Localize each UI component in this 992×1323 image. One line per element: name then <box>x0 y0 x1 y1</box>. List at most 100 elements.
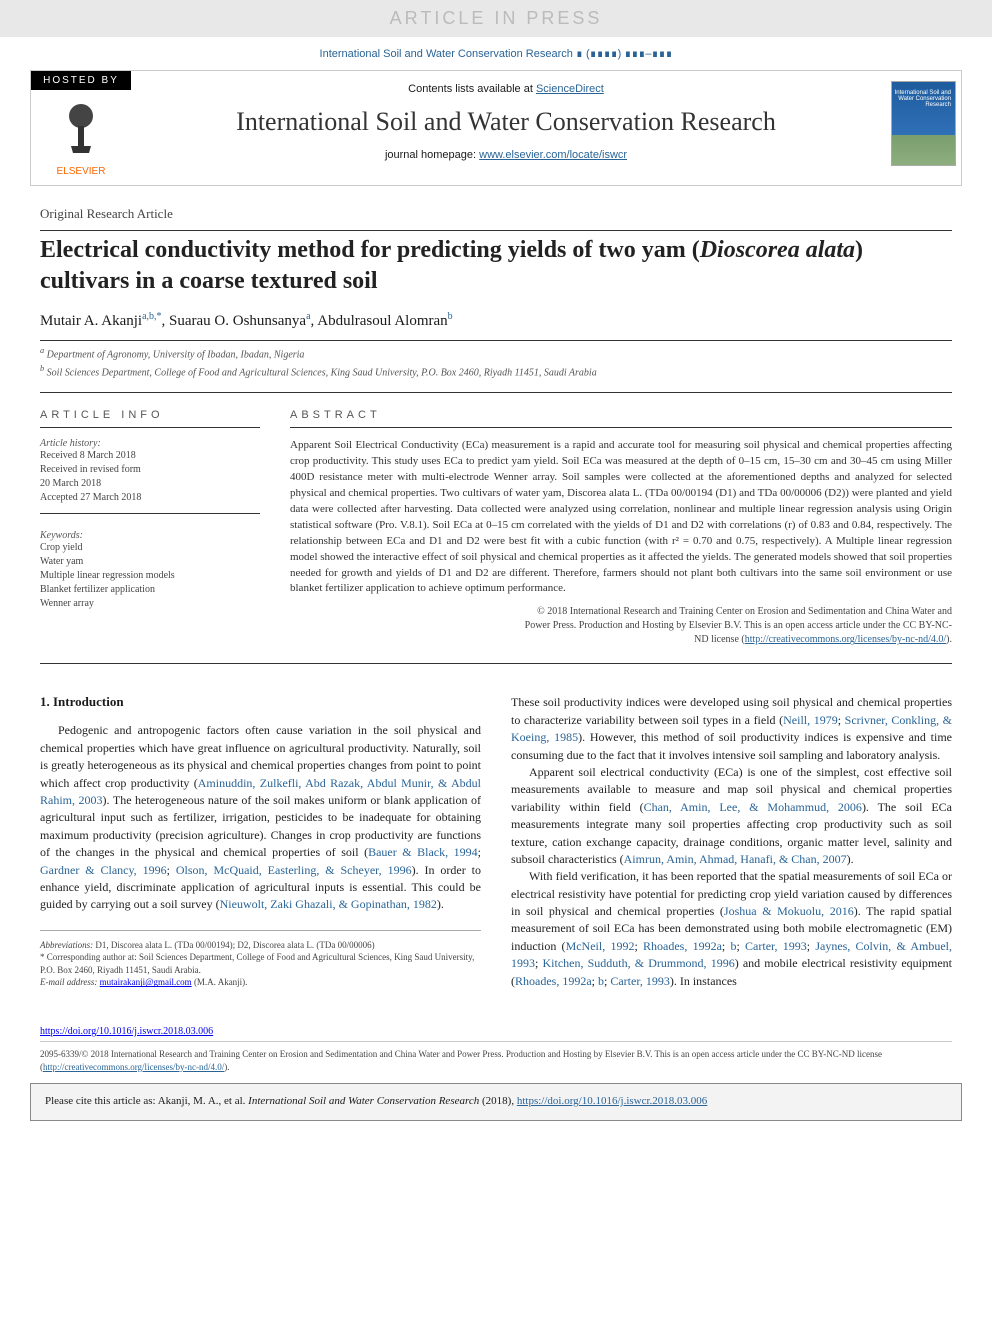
copyright-1: © 2018 International Research and Traini… <box>537 606 952 617</box>
abstract-copyright: © 2018 International Research and Traini… <box>290 605 952 647</box>
ref-chan[interactable]: Chan, Amin, Lee, & Mohammud, 2006 <box>644 800 862 814</box>
author-3: Abdulrasoul Alomran <box>317 313 447 329</box>
abbrev-text: D1, Discorea alata L. (TDa 00/00194); D2… <box>93 940 374 950</box>
ref-aimrun[interactable]: Aimrun, Amin, Ahmad, Hanafi, & Chan, 200… <box>624 852 847 866</box>
col2-p3: With field verification, it has been rep… <box>511 868 952 990</box>
column-left: 1. Introduction Pedogenic and antropogen… <box>40 694 481 990</box>
publisher-column: HOSTED BY ELSEVIER <box>31 71 131 185</box>
journal-homepage: journal homepage: www.elsevier.com/locat… <box>143 149 869 161</box>
copyright-2: Power Press. Production and Hosting by E… <box>525 620 952 631</box>
cite-a: Please cite this article as: Akanji, M. … <box>45 1095 248 1107</box>
journal-name: International Soil and Water Conservatio… <box>143 107 869 137</box>
history-label: Article history: <box>40 438 260 449</box>
author-rule <box>40 340 952 341</box>
col2-p1: These soil productivity indices were dev… <box>511 694 952 764</box>
ref-olson[interactable]: Olson, McQuaid, Easterling, & Scheyer, 1… <box>176 863 412 877</box>
keyword-4: Blanket fertilizer application <box>40 583 260 597</box>
email-suffix: (M.A. Akanji). <box>192 977 248 987</box>
cc-license-link[interactable]: http://creativecommons.org/licenses/by-n… <box>745 634 946 645</box>
copyright-3b: ). <box>946 634 952 645</box>
keyword-1: Crop yield <box>40 541 260 555</box>
corr-text: Corresponding author at: Soil Sciences D… <box>40 952 474 975</box>
abstract: ABSTRACT Apparent Soil Electrical Conduc… <box>290 409 952 647</box>
top-citation: International Soil and Water Conservatio… <box>0 37 992 70</box>
homepage-link[interactable]: www.elsevier.com/locate/iswcr <box>479 149 627 161</box>
aff-2-sup: b <box>40 364 44 373</box>
email-footnote: E-mail address: mutairakanji@gmail.com (… <box>40 976 481 989</box>
history-1: Received 8 March 2018 <box>40 449 260 463</box>
elsevier-logo: ELSEVIER <box>31 90 131 185</box>
affiliations: a Department of Agronomy, University of … <box>40 345 952 393</box>
keyword-2: Water yam <box>40 555 260 569</box>
email-link[interactable]: mutairakanji@gmail.com <box>100 977 192 987</box>
body-columns: 1. Introduction Pedogenic and antropogen… <box>40 694 952 990</box>
elsevier-text: ELSEVIER <box>39 166 123 177</box>
ref-rhoades-a2[interactable]: Rhoades, 1992a <box>515 974 592 988</box>
title-pre: Electrical conductivity method for predi… <box>40 237 700 263</box>
contents-prefix: Contents lists available at <box>408 83 536 95</box>
article-in-press-banner: ARTICLE IN PRESS <box>0 0 992 37</box>
cover-image-strip <box>892 135 955 165</box>
footnotes: Abbreviations: D1, Discorea alata L. (TD… <box>40 930 481 989</box>
ref-nieuwolt[interactable]: Nieuwolt, Zaki Ghazali, & Gopinathan, 19… <box>220 897 437 911</box>
keyword-5: Wenner array <box>40 597 260 611</box>
aff-1: Department of Agronomy, University of Ib… <box>47 350 305 361</box>
author-3-sup: b <box>448 311 453 322</box>
article-info: ARTICLE INFO Article history: Received 8… <box>40 409 260 647</box>
title-rule <box>40 230 952 231</box>
corr-star: * <box>40 952 45 962</box>
license-link[interactable]: http://creativecommons.org/licenses/by-n… <box>43 1062 224 1072</box>
author-1-sup: a,b,* <box>142 311 161 322</box>
abbrev-footnote: Abbreviations: D1, Discorea alata L. (TD… <box>40 939 481 952</box>
journal-cover: International Soil and Water Conservatio… <box>881 71 961 185</box>
doi-link[interactable]: https://doi.org/10.1016/j.iswcr.2018.03.… <box>40 1026 213 1037</box>
authors: Mutair A. Akanjia,b,*, Suarau O. Oshunsa… <box>40 311 952 330</box>
ref-mcneil[interactable]: McNeil, 1992 <box>566 939 635 953</box>
keywords-label: Keywords: <box>40 530 260 541</box>
copyright-3a: ND license ( <box>694 634 745 645</box>
license-b: ). <box>224 1062 229 1072</box>
email-label: E-mail address: <box>40 977 97 987</box>
intro-paragraph-1: Pedogenic and antropogenic factors often… <box>40 722 481 913</box>
cover-thumbnail: International Soil and Water Conservatio… <box>891 81 956 166</box>
ref-carter[interactable]: Carter, 1993 <box>745 939 807 953</box>
article-title: Electrical conductivity method for predi… <box>40 235 952 297</box>
cite-journal: International Soil and Water Conservatio… <box>248 1095 479 1107</box>
ref-kitchen[interactable]: Kitchen, Sudduth, & Drummond, 1996 <box>542 956 734 970</box>
abstract-text: Apparent Soil Electrical Conductivity (E… <box>290 438 952 597</box>
history-4: Accepted 27 March 2018 <box>40 491 260 505</box>
journal-header: HOSTED BY ELSEVIER Contents lists availa… <box>30 70 962 186</box>
contents-line: Contents lists available at ScienceDirec… <box>143 83 869 95</box>
hosted-by-label: HOSTED BY <box>31 71 131 90</box>
aff-1-sup: a <box>40 346 44 355</box>
column-right: These soil productivity indices were dev… <box>511 694 952 990</box>
article-type: Original Research Article <box>40 206 952 222</box>
corr-footnote: * Corresponding author at: Soil Sciences… <box>40 951 481 976</box>
intro-heading: 1. Introduction <box>40 694 481 710</box>
col2-p2: Apparent soil electrical conductivity (E… <box>511 764 952 868</box>
doi-line: https://doi.org/10.1016/j.iswcr.2018.03.… <box>40 1026 952 1037</box>
cite-box: Please cite this article as: Akanji, M. … <box>30 1083 962 1120</box>
ref-carter2[interactable]: Carter, 1993 <box>610 974 670 988</box>
info-divider <box>40 513 260 514</box>
ref-rhoades-a[interactable]: Rhoades, 1992a <box>643 939 722 953</box>
sciencedirect-link[interactable]: ScienceDirect <box>536 83 604 95</box>
ref-bauer[interactable]: Bauer & Black, 1994 <box>368 845 478 859</box>
cite-doi-link[interactable]: https://doi.org/10.1016/j.iswcr.2018.03.… <box>517 1095 707 1107</box>
ref-gardner[interactable]: Gardner & Clancy, 1996 <box>40 863 167 877</box>
cover-title: International Soil and Water Conservatio… <box>892 90 951 108</box>
keyword-3: Multiple linear regression models <box>40 569 260 583</box>
abbrev-label: Abbreviations: <box>40 940 93 950</box>
elsevier-tree-icon <box>39 98 123 166</box>
history-2: Received in revised form <box>40 463 260 477</box>
abstract-heading: ABSTRACT <box>290 409 952 428</box>
author-2: Suarau O. Oshunsanya <box>169 313 306 329</box>
ref-neill[interactable]: Neill, 1979 <box>783 713 838 727</box>
homepage-prefix: journal homepage: <box>385 149 479 161</box>
info-heading: ARTICLE INFO <box>40 409 260 428</box>
author-2-sup: a <box>306 311 310 322</box>
aff-2: Soil Sciences Department, College of Foo… <box>47 367 597 378</box>
license-footer: 2095-6339/© 2018 International Research … <box>40 1041 952 1073</box>
ref-joshua[interactable]: Joshua & Mokuolu, 2016 <box>724 904 854 918</box>
cite-b: (2018), <box>479 1095 517 1107</box>
